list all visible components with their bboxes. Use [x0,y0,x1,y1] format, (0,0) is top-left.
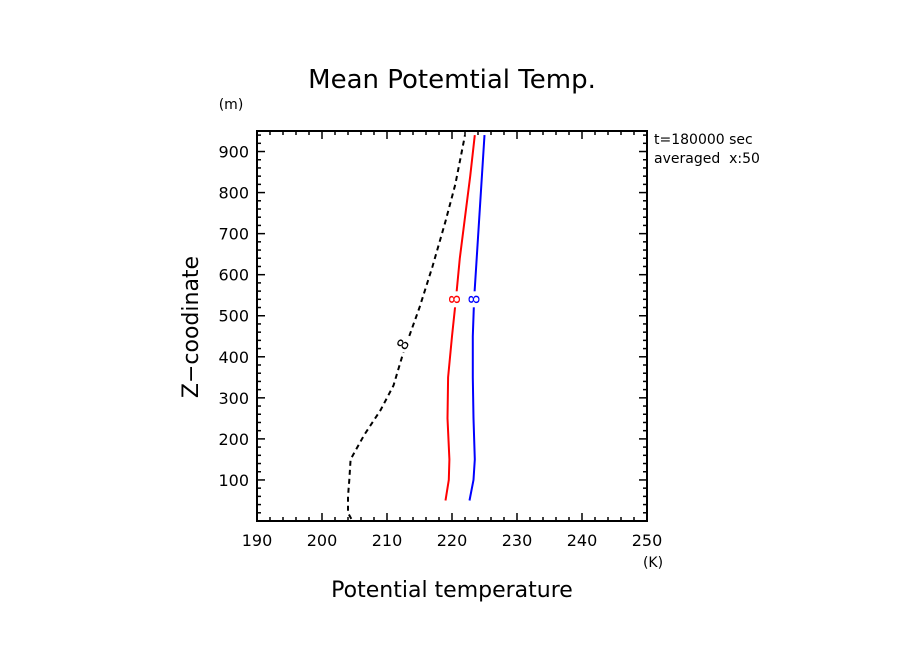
y-tick-label: 100 [218,471,249,490]
y-tick-label: 700 [218,225,249,244]
annotation-time: t=180000 sec [654,132,753,148]
x-tick-label: 250 [632,531,663,550]
x-axis-title: Potential temperature [331,578,573,603]
series-label-bg-2 [448,291,463,308]
x-unit-label: (K) [643,555,663,571]
y-axis-title: Z−coodinate [179,256,204,398]
x-tick-label: 240 [567,531,598,550]
y-tick-label: 500 [218,307,249,326]
series-label-2: 8 [446,295,464,305]
series-label-bg-1 [396,336,411,353]
series-line-1 [347,134,466,520]
x-tick-label: 210 [372,531,403,550]
y-tick-label: 200 [218,430,249,449]
y-unit-label: (m) [219,97,244,113]
series-label-3: 8 [466,295,484,305]
y-tick-label: 400 [218,348,249,367]
y-tick-label: 600 [218,266,249,285]
curves-layer: 88 8 [347,134,486,520]
chart-title: Mean Potemtial Temp. [308,65,596,95]
series-label-bg-3 [467,291,482,308]
annotation-averaged: averaged x:50 [654,151,760,167]
plot-frame [256,130,648,522]
x-tick-label: 230 [502,531,533,550]
y-tick-label: 300 [218,389,249,408]
y-tick-label: 900 [218,143,249,162]
y-tick-label: 800 [218,184,249,203]
x-tick-label: 200 [307,531,338,550]
x-tick-label: 190 [242,531,273,550]
series-line-3 [468,135,486,501]
series-line-2 [444,134,476,501]
x-tick-label: 220 [437,531,468,550]
ticks-layer: 190 200 210 220 230 240 250 100 200 300 400 500 600 7… [218,131,662,550]
